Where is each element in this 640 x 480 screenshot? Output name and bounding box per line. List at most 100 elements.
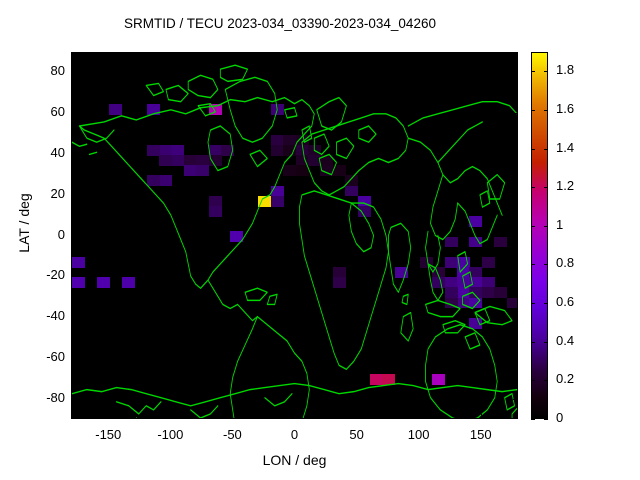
y-axis-tick (513, 153, 518, 155)
heatmap-cell (121, 277, 135, 289)
heatmap-cell (444, 277, 458, 289)
heatmap-cell (146, 103, 160, 115)
heatmap-cell (196, 165, 210, 176)
heatmap-cell (456, 256, 470, 268)
page-title: SRMTID / TECU 2023-034_03390-2023-034_04… (124, 16, 436, 31)
heatmap-cell (419, 256, 433, 268)
y-axis-tick-label: -40 (46, 308, 65, 324)
colorbar-tick-label: 0.6 (556, 294, 575, 310)
heatmap-cell (345, 185, 359, 197)
heatmap-cell (295, 144, 309, 156)
colorbar-tick (544, 380, 548, 382)
colorbar-tick (531, 71, 535, 73)
heatmap-cell (72, 256, 86, 268)
x-axis-tick (480, 414, 482, 419)
x-axis-tick-label: 100 (407, 427, 430, 442)
heatmap-cell (357, 195, 371, 207)
x-axis-tick (294, 414, 296, 419)
heatmap-cell (230, 231, 244, 243)
heatmap-cell (481, 287, 495, 299)
y-axis-tick-label: 0 (57, 226, 65, 242)
colorbar-tick (531, 419, 535, 420)
heatmap-cell (208, 205, 222, 217)
heatmap-cell (171, 144, 185, 156)
heatmap-cell (469, 277, 483, 289)
y-axis-tick (513, 113, 518, 115)
y-axis-tick (71, 153, 76, 155)
heatmap-cell (183, 165, 197, 176)
colorbar-tick (531, 264, 535, 266)
y-axis-tick (71, 194, 76, 196)
colorbar-tick (531, 109, 535, 111)
heatmap-cell (332, 165, 346, 176)
heatmap-cell (444, 256, 458, 268)
heatmap-cell (345, 175, 359, 187)
heatmap-cell (469, 216, 483, 227)
colorbar-tick (544, 264, 548, 266)
y-axis-tick (71, 72, 76, 74)
colorbar-tick-label: 1 (556, 216, 564, 232)
heatmap-cell (357, 205, 371, 217)
heatmap-cell (469, 297, 483, 309)
heatmap-cell (469, 236, 483, 248)
heatmap-cell (283, 144, 297, 156)
colorbar-tick-label: 0.2 (556, 371, 575, 387)
heatmap-cell (332, 277, 346, 289)
heatmap-cell (183, 154, 197, 166)
heatmap-cell (432, 277, 446, 289)
x-axis-tick (356, 414, 358, 419)
colorbar-tick-label: 0.8 (556, 255, 575, 271)
x-axis-tick (108, 52, 110, 57)
map-plot-area[interactable] (71, 52, 518, 419)
heatmap-cell (270, 134, 284, 146)
colorbar-tick (544, 341, 548, 343)
heatmap-cell (469, 267, 483, 278)
x-axis-tick-label: 0 (290, 427, 299, 442)
heatmap-cell (295, 154, 309, 166)
x-axis-tick (232, 52, 234, 57)
heatmap-cell (109, 103, 123, 115)
y-axis-tick-label: -80 (46, 389, 65, 405)
colorbar-tick (544, 148, 548, 150)
y-axis-tick (513, 398, 518, 400)
x-axis-tick (480, 52, 482, 57)
heatmap-cell (444, 236, 458, 248)
heatmap-cell (382, 374, 396, 385)
heatmap-cell (332, 267, 346, 278)
y-axis-tick (71, 113, 76, 115)
colorbar-tick (531, 148, 535, 150)
y-axis-tick (513, 357, 518, 359)
colorbar-tick (531, 380, 535, 382)
x-axis-tick-label: -50 (223, 427, 242, 442)
y-axis-tick (513, 72, 518, 74)
heatmap-cell (221, 144, 235, 156)
heatmap-cell (481, 277, 495, 289)
y-axis-tick (513, 194, 518, 196)
x-axis-tick (356, 52, 358, 57)
heatmap-cell (432, 267, 446, 278)
y-axis-tick-label: 40 (50, 144, 65, 160)
heatmap-cell (469, 287, 483, 299)
colorbar-tick (531, 225, 535, 227)
y-axis-tick (513, 235, 518, 237)
heatmap-cell (444, 287, 458, 299)
heatmap-cell (146, 175, 160, 187)
x-axis-tick (418, 52, 420, 57)
colorbar[interactable] (531, 52, 548, 419)
x-axis-tick (108, 414, 110, 419)
colorbar-tick (544, 109, 548, 111)
x-axis-tick (418, 414, 420, 419)
heatmap-cell (295, 165, 309, 176)
colorbar-tick-label: 1.2 (556, 178, 575, 194)
y-axis-tick (71, 357, 76, 359)
heatmap-cell (72, 277, 86, 289)
heatmap-cell (295, 134, 309, 146)
y-axis-tick (71, 276, 76, 278)
heatmap-cell (494, 236, 508, 248)
heatmap-cell (270, 144, 284, 156)
y-axis-tick-label: -20 (46, 267, 65, 283)
y-axis-tick-label: -60 (46, 348, 65, 364)
heatmap-cell (320, 165, 334, 176)
heatmap-cell (158, 154, 172, 166)
